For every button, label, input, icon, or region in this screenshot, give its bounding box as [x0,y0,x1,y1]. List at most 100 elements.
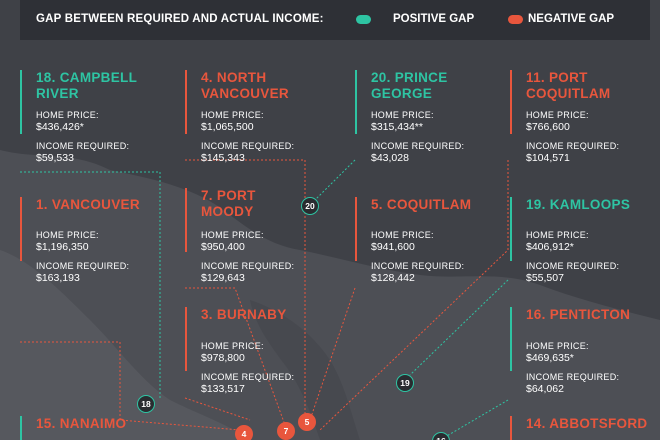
gap-indicator-bar [510,197,512,261]
city-card-kamloops: 19. KAMLOOPS HOME PRICE: $406,912* INCOM… [510,197,650,287]
city-name: 18. CAMPBELL RIVER [36,70,138,101]
income-label: INCOME REQUIRED: [526,372,620,382]
home-price-value: $469,635* [526,352,574,364]
home-price-label: HOME PRICE: [371,230,434,240]
income-label: INCOME REQUIRED: [201,372,295,382]
map-marker-4: 4 [235,425,253,440]
income-label: INCOME REQUIRED: [36,261,130,271]
leader-line [439,399,509,440]
income-label: INCOME REQUIRED: [201,141,295,151]
city-name: 14. ABBOTSFORD [526,416,648,431]
city-card-penticton: 16. PENTICTON HOME PRICE: $469,635* INCO… [510,307,650,397]
leader-line [309,159,356,206]
home-price-value: $1,065,500 [201,121,254,133]
gap-indicator-bar [355,70,357,134]
city-name: 16. PENTICTON [526,307,631,322]
income-label: INCOME REQUIRED: [371,261,465,271]
income-value: $59,533 [36,152,74,164]
home-price-value: $766,600 [526,121,570,133]
map-marker-19: 19 [396,374,414,392]
leader-line [309,287,356,421]
gap-indicator-bar [355,197,357,261]
gap-indicator-bar [20,197,22,261]
leader-line [184,397,251,421]
city-card-abbotsford: 14. ABBOTSFORD [510,416,650,440]
home-price-value: $436,426* [36,121,84,133]
leader-line [319,160,509,431]
leader-line [20,171,161,398]
mainland-shape [0,150,660,440]
income-value: $133,517 [201,383,245,395]
income-label: INCOME REQUIRED: [526,261,620,271]
home-price-value: $950,400 [201,241,245,253]
island-shape [0,250,250,440]
gap-indicator-bar [185,307,187,371]
city-card-port-moody: 7. PORT MOODY HOME PRICE: $950,400 INCOME… [185,188,335,288]
city-name: 1. VANCOUVER [36,197,140,212]
income-label: INCOME REQUIRED: [36,141,130,151]
home-price-label: HOME PRICE: [371,110,434,120]
home-price-label: HOME PRICE: [36,110,99,120]
city-name: 15. NANAIMO [36,416,127,431]
home-price-value: $941,600 [371,241,415,253]
income-value: $64,062 [526,383,564,395]
income-label: INCOME REQUIRED: [371,141,465,151]
home-price-value: $315,434** [371,121,423,133]
city-card-north-vancouver: 4. NORTH VANCOUVER HOME PRICE: $1,065,500… [185,70,335,170]
negative-gap-label: NEGATIVE GAP [528,13,615,25]
city-name: 19. KAMLOOPS [526,197,631,212]
positive-gap-label: POSITIVE GAP [393,13,475,25]
income-value: $163,193 [36,272,80,284]
city-card-port-coquitlam: 11. PORT COQUITLAM HOME PRICE: $766,600 I… [510,70,650,170]
city-card-prince-george: 20. PRINCE GEORGE HOME PRICE: $315,434** … [355,70,495,170]
gap-indicator-bar [510,70,512,134]
city-name: 7. PORT MOODY [201,188,256,219]
home-price-label: HOME PRICE: [526,341,589,351]
city-card-burnaby: 3. BURNABY HOME PRICE: $978,800 INCOME R… [185,307,335,397]
map-marker-5: 5 [298,413,316,431]
income-value: $145,343 [201,152,245,164]
city-card-nanaimo: 15. NANAIMO [20,416,160,440]
city-name: 20. PRINCE GEORGE [371,70,448,101]
home-price-label: HOME PRICE: [526,230,589,240]
leader-line [409,279,509,376]
city-name: 3. BURNABY [201,307,287,322]
home-price-value: $406,912* [526,241,574,253]
income-value: $55,507 [526,272,564,284]
city-card-vancouver: 1. VANCOUVER HOME PRICE: $1,196,350 INCO… [20,197,160,287]
income-label: INCOME REQUIRED: [526,141,620,151]
city-name: 11. PORT COQUITLAM [526,70,611,101]
home-price-label: HOME PRICE: [201,341,264,351]
map-marker-7: 7 [277,422,295,440]
home-price-label: HOME PRICE: [526,110,589,120]
negative-gap-swatch [508,15,523,24]
leader-line [185,159,306,415]
leader-line [185,287,286,426]
city-name: 4. NORTH VANCOUVER [201,70,289,101]
income-value: $104,571 [526,152,570,164]
gap-indicator-bar [185,70,187,134]
map-marker-18: 18 [137,395,155,413]
home-price-label: HOME PRICE: [201,230,264,240]
gap-indicator-bar [185,188,187,252]
legend-bar: GAP BETWEEN REQUIRED AND ACTUAL INCOME: … [20,0,650,40]
gap-indicator-bar [510,416,512,440]
income-label: INCOME REQUIRED: [201,261,295,271]
map-marker-20: 20 [301,197,319,215]
city-card-campbell-river: 18. CAMPBELL RIVER HOME PRICE: $436,426* … [20,70,160,170]
home-price-label: HOME PRICE: [201,110,264,120]
home-price-value: $978,800 [201,352,245,364]
gap-indicator-bar [20,416,22,440]
leader-line [20,341,241,431]
home-price-value: $1,196,350 [36,241,89,253]
positive-gap-swatch [356,15,371,24]
city-card-coquitlam: 5. COQUITLAM HOME PRICE: $941,600 INCOME… [355,197,495,287]
gap-indicator-bar [510,307,512,371]
income-value: $128,442 [371,272,415,284]
city-name: 5. COQUITLAM [371,197,472,212]
legend-title: GAP BETWEEN REQUIRED AND ACTUAL INCOME: [36,13,324,25]
gap-indicator-bar [20,70,22,134]
income-value: $43,028 [371,152,409,164]
